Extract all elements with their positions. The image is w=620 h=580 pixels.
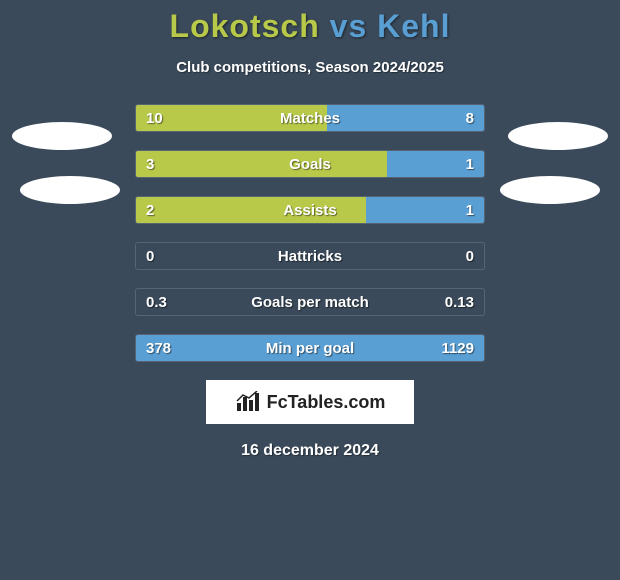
stat-label: Goals per match	[136, 289, 484, 316]
branding-badge: FcTables.com	[206, 380, 414, 424]
comparison-title: Lokotsch vs Kehl	[0, 0, 620, 45]
stat-label: Min per goal	[136, 335, 484, 362]
stat-bar: 3781129Min per goal	[135, 334, 485, 362]
stat-bar: 00Hattricks	[135, 242, 485, 270]
stat-label: Goals	[136, 151, 484, 178]
vs-text: vs	[330, 8, 368, 44]
stat-bar: 0.30.13Goals per match	[135, 288, 485, 316]
player1-name: Lokotsch	[170, 8, 320, 44]
branding-text: FcTables.com	[267, 392, 386, 413]
player2-club-placeholder	[500, 176, 600, 204]
date-label: 16 december 2024	[0, 442, 620, 460]
player1-club-placeholder	[20, 176, 120, 204]
player1-avatar-placeholder	[12, 122, 112, 150]
stat-bars: 108Matches 31Goals 21Assists 00Hattricks 0.3…	[135, 104, 485, 362]
stat-bar: 108Matches	[135, 104, 485, 132]
stat-bar: 21Assists	[135, 196, 485, 224]
stat-bar: 31Goals	[135, 150, 485, 178]
player2-avatar-placeholder	[508, 122, 608, 150]
player2-name: Kehl	[377, 8, 450, 44]
stat-label: Hattricks	[136, 243, 484, 270]
bars-icon	[235, 391, 261, 413]
stat-label: Matches	[136, 105, 484, 132]
stat-label: Assists	[136, 197, 484, 224]
subtitle: Club competitions, Season 2024/2025	[0, 59, 620, 76]
